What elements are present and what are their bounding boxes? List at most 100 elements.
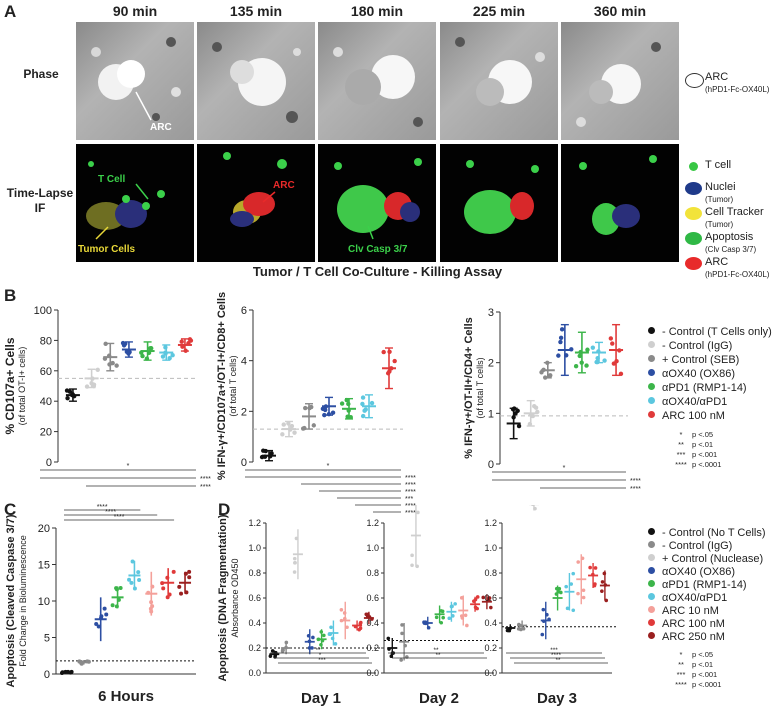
if-image-180: Clv Casp 3/7: [318, 144, 436, 262]
data-point: [400, 623, 404, 627]
legend-dot: [648, 355, 655, 362]
y-tick-label: 0.8: [366, 568, 379, 578]
legend-dot: [648, 528, 655, 535]
data-point: [161, 586, 166, 591]
significance-stars: *: [319, 652, 322, 659]
y-tick-label: 0.8: [484, 568, 497, 578]
significance-stars: *: [127, 463, 130, 470]
data-point: [179, 591, 184, 596]
y-tick-label: 0.4: [248, 618, 261, 628]
data-point: [392, 358, 397, 364]
day-label: Day 3: [537, 690, 577, 707]
y-tick-label: 0.2: [248, 643, 261, 653]
data-point: [577, 353, 582, 359]
data-point: [489, 605, 493, 610]
significance-stars: ****: [551, 652, 562, 659]
y-axis-label: Apoptosis (Cleaved Caspase 3/7): [5, 514, 17, 687]
significance-stars: **: [433, 647, 439, 654]
legend-a-swatch: [685, 207, 702, 220]
data-point: [289, 423, 295, 429]
legend-item: ARC 10 nM: [648, 605, 719, 617]
data-point: [593, 582, 597, 586]
significance-stars: ****: [405, 482, 416, 489]
legend-item: αOX40/αPD1: [648, 592, 727, 604]
y-tick-label: 60: [40, 366, 52, 378]
y-tick-label: 1.0: [248, 543, 261, 553]
legend-a-label: Apoptosis (Clv Casp 3/7): [705, 231, 757, 254]
data-point: [118, 586, 123, 591]
legend-item: αPD1 (RMP1-14): [648, 382, 747, 394]
y-tick-label: 0.4: [366, 618, 379, 628]
legend-dot: [648, 593, 655, 600]
data-point: [593, 566, 598, 570]
data-point: [140, 353, 145, 359]
pvalue-key: **** p <.0001: [675, 460, 722, 469]
data-point: [322, 412, 327, 418]
data-point: [453, 602, 457, 606]
data-point: [386, 636, 391, 641]
data-point: [360, 413, 366, 419]
tcell-annotation: T Cell: [98, 174, 125, 185]
y-tick-label: 80: [40, 335, 52, 347]
data-point: [91, 382, 97, 387]
data-point: [516, 627, 521, 631]
data-point: [358, 626, 363, 631]
data-point: [292, 556, 297, 561]
data-point: [533, 405, 539, 410]
legend-dot: [648, 606, 655, 613]
pvalue-key: * p <.05: [679, 650, 714, 659]
significance-stars: *: [327, 463, 330, 470]
legend-a-label: Nuclei (Tumor): [705, 181, 736, 204]
phase-image-360: [561, 22, 679, 140]
data-point: [475, 595, 480, 599]
data-point: [600, 589, 604, 593]
data-point: [416, 510, 420, 515]
y-tick-label: 0: [241, 457, 247, 469]
y-axis-label: % IFN-γ+/OT-II+/CD4+ Cells: [463, 317, 475, 459]
legend-item: + Control (Nuclease): [648, 553, 763, 565]
y-tick-label: 2: [241, 406, 247, 418]
y-axis-label: % CD107a+ Cells: [3, 337, 17, 434]
if-image-135: ARC: [197, 144, 315, 262]
y-tick-label: 20: [38, 523, 50, 535]
significance-stars: ****: [405, 503, 416, 510]
phase-image-135: [197, 22, 315, 140]
significance-stars: ****: [630, 478, 641, 485]
data-point: [187, 569, 192, 574]
y-axis-label: Apoptosis (DNA Fragmentation): [217, 514, 229, 681]
data-point: [611, 361, 617, 366]
y-tick-label: 3: [488, 307, 494, 319]
y-tick-label: 5: [44, 633, 50, 645]
data-point: [268, 654, 273, 658]
y-tick-label: 0.6: [366, 593, 379, 603]
data-point: [576, 591, 580, 596]
significance-stars: **: [435, 652, 441, 659]
data-point: [610, 341, 615, 346]
data-point: [558, 339, 563, 345]
data-point: [600, 580, 605, 584]
data-point: [311, 635, 315, 640]
legend-item: - Control (No T Cells): [648, 527, 766, 539]
panel-a-caption: Tumor / T Cell Co-Culture - Killing Assa…: [252, 264, 503, 279]
legend-dot: [648, 580, 655, 587]
data-point: [540, 632, 545, 637]
y-tick-label: 0.0: [366, 668, 379, 678]
data-point: [177, 584, 182, 589]
legend-item: - Control (T Cells only): [648, 326, 772, 338]
data-point: [129, 580, 134, 585]
data-point: [548, 373, 553, 378]
legend-item: ARC 250 nM: [648, 631, 725, 643]
y-tick-label: 10: [38, 596, 50, 608]
y-tick-label: 6: [241, 305, 247, 317]
legend-item: + Control (SEB): [648, 354, 739, 366]
if-image-90: T Cell Tumor Cells: [76, 144, 194, 262]
significance-stars: ****: [405, 489, 416, 496]
data-point: [171, 569, 176, 574]
data-point: [339, 401, 345, 406]
pvalue-key: ** p <.01: [678, 440, 714, 449]
data-point: [447, 616, 452, 621]
data-point: [104, 612, 109, 617]
y-tick-label: 0: [488, 459, 494, 471]
time-label-2: 135 min: [229, 3, 283, 19]
data-point: [292, 570, 297, 574]
